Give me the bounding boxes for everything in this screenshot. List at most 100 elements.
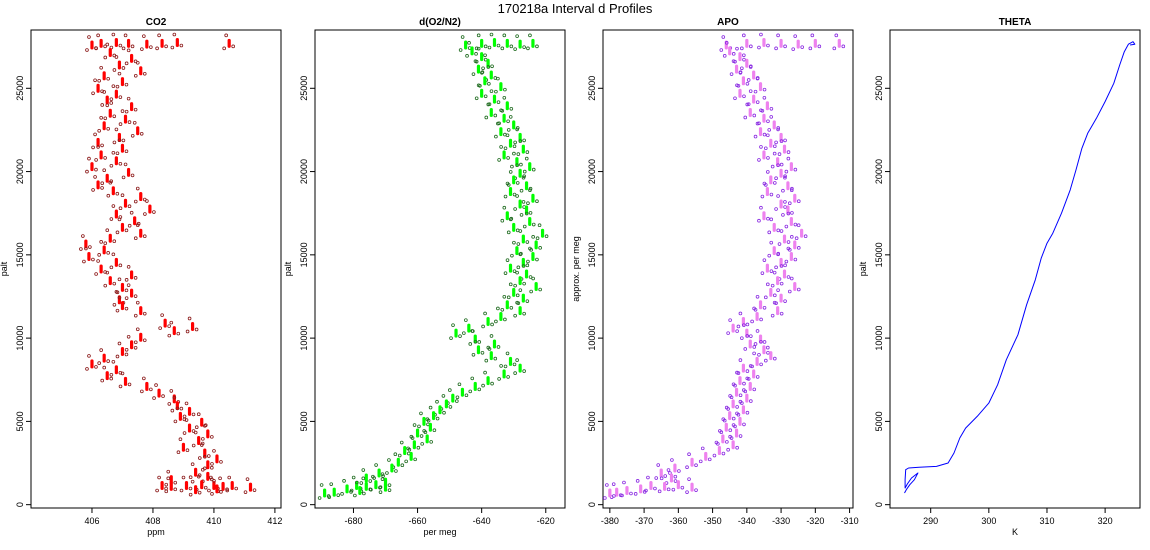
chart-0-point (127, 223, 132, 228)
chart-2-point (757, 158, 761, 162)
chart-1-point-streak (489, 351, 493, 361)
chart-2-point (757, 45, 761, 50)
chart-2-point (776, 228, 781, 233)
chart-0-point-streak (145, 381, 149, 391)
chart-2-point (776, 288, 780, 292)
chart-0-point-streak (194, 467, 198, 477)
chart-0-point (127, 204, 132, 209)
chart-0-point (142, 376, 146, 381)
chart-0-point-streak (197, 436, 201, 446)
chart-0-point (118, 384, 123, 389)
chart-0-point (88, 245, 92, 249)
y-tick-label: 25000 (874, 76, 884, 101)
chart-0-point (155, 46, 159, 51)
chart-0-point (111, 84, 116, 88)
chart-2-point (735, 46, 739, 51)
chart-0-point (99, 115, 103, 120)
x-tick-label: -370 (635, 516, 653, 526)
chart-1-point (522, 281, 526, 286)
chart-1-point (481, 383, 485, 388)
chart-0-point-streak (90, 40, 94, 50)
chart-2-point (757, 352, 761, 357)
chart-0-point (139, 131, 144, 136)
chart-2-point (752, 113, 757, 118)
chart-0-point (201, 437, 205, 441)
chart-0-point-streak (163, 318, 167, 328)
chart-1-point (522, 138, 526, 143)
chart-2-point-streak (669, 473, 674, 483)
chart-1-point-streak (483, 76, 487, 86)
chart-2-point (618, 493, 623, 497)
chart-0-point (105, 103, 110, 108)
chart-0-point (212, 449, 216, 453)
chart-0-point-streak (117, 132, 122, 142)
chart-0-point-streak (120, 77, 125, 87)
chart-2-point (687, 452, 691, 456)
chart-1-point (525, 299, 530, 303)
chart-0-point (94, 46, 98, 51)
chart-0-point (102, 90, 107, 94)
chart-0-point-streak (99, 150, 103, 160)
chart-1-point (497, 377, 501, 381)
chart-2-point-streak (782, 234, 787, 244)
chart-2-point-streak (663, 481, 667, 491)
chart-1-point (522, 224, 527, 229)
chart-2-point-streak (728, 411, 732, 421)
chart-0-point-streak (130, 102, 134, 112)
chart-0-point (142, 34, 146, 38)
chart-0-point (93, 132, 97, 137)
chart-0-point (133, 74, 138, 78)
x-tick-label: 300 (981, 516, 996, 526)
chart-2-point (759, 339, 763, 344)
chart-0-point-streak (102, 245, 106, 255)
chart-0-point (149, 45, 153, 49)
chart-1-point (351, 475, 356, 480)
chart-1-point (473, 339, 478, 344)
chart-2-point-streak (765, 263, 769, 273)
x-tick-label: -620 (537, 516, 555, 526)
chart-0-point (121, 66, 126, 70)
chart-2-point-streak (762, 345, 766, 355)
chart-2-point (680, 485, 685, 490)
chart-0-point-streak (139, 228, 143, 238)
chart-1-point (531, 167, 536, 172)
chart-1-point-streak (521, 293, 525, 303)
chart-0-point (102, 365, 107, 370)
chart-0-point (143, 212, 147, 216)
chart-2-point (777, 242, 782, 246)
chart-2-point (745, 322, 750, 327)
chart-2-point (783, 44, 787, 49)
chart-1-point (513, 313, 517, 318)
x-tick-label: 310 (1039, 516, 1054, 526)
chart-2-point (726, 447, 730, 452)
chart-2-point (781, 213, 785, 217)
chart-1-point (522, 369, 526, 373)
chart-1-point (416, 445, 421, 450)
chart-1-point (503, 271, 508, 275)
chart-0-point (114, 55, 119, 59)
chart-0-point (115, 354, 120, 359)
chart-1-point (490, 381, 494, 386)
x-axis-label: ppm (147, 527, 165, 537)
y-axis-label: palt (0, 261, 9, 276)
chart-2-point (808, 46, 813, 51)
chart-1-point (353, 493, 357, 498)
chart-0-point-streak (117, 60, 122, 70)
chart-0-point (130, 133, 135, 138)
chart-1-point (503, 364, 508, 369)
chart-1-point (508, 170, 513, 174)
chart-1-point-streak (444, 399, 449, 409)
chart-2-point (611, 482, 616, 486)
chart-1-point (406, 446, 410, 451)
chart-2-point (753, 89, 758, 94)
chart-2-point (724, 405, 729, 410)
chart-0-point-streak (200, 480, 204, 490)
x-tick-label: -360 (669, 516, 687, 526)
chart-2-point (776, 252, 780, 257)
chart-2-point (773, 181, 777, 185)
chart-0-point (172, 32, 177, 37)
chart-0-point (118, 370, 123, 375)
chart-0-point (87, 35, 91, 39)
chart-1-point (329, 482, 334, 486)
chart-2-point (776, 126, 781, 130)
